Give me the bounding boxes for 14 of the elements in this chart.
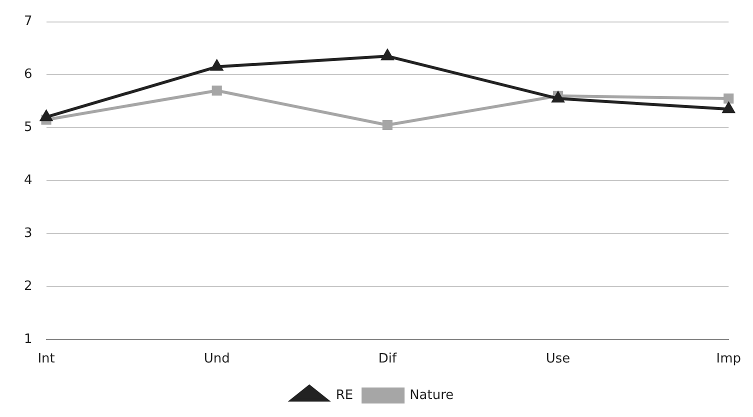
legend-label: RE [336, 388, 354, 403]
x-tick-label: Int [38, 352, 55, 367]
x-tick-label: Use [546, 352, 570, 367]
x-tick-label: Und [204, 352, 230, 367]
y-tick-label: 5 [24, 120, 32, 136]
y-tick-label: 7 [24, 14, 32, 30]
legend-label: Nature [410, 388, 454, 403]
x-tick-label: Dif [378, 352, 397, 367]
y-tick-label: 2 [24, 278, 32, 294]
y-tick-label: 3 [24, 226, 32, 241]
x-tick-label: Imp [716, 352, 741, 367]
y-tick-label: 1 [24, 332, 32, 347]
y-tick-label: 4 [24, 172, 32, 188]
y-tick-label: 6 [24, 67, 32, 82]
